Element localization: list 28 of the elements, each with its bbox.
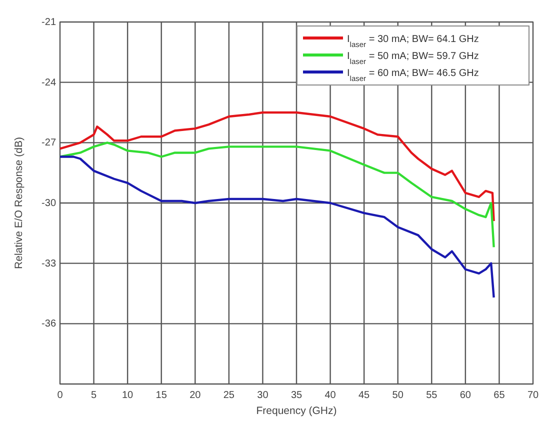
x-tick-label: 15 xyxy=(156,390,168,401)
x-tick-label: 5 xyxy=(91,390,98,401)
x-tick-label: 0 xyxy=(57,390,64,401)
y-tick-label: -27 xyxy=(42,138,56,149)
y-tick-label: -21 xyxy=(42,17,56,28)
x-tick-label: 55 xyxy=(426,390,438,401)
x-tick-label: 20 xyxy=(190,390,202,401)
line-series xyxy=(58,156,495,299)
y-tick-label: -30 xyxy=(42,198,56,209)
x-tick-label: 60 xyxy=(460,390,472,401)
x-tick-label: 40 xyxy=(324,390,336,401)
x-tick-label: 25 xyxy=(223,390,235,401)
x-axis-title: Frequency (GHz) xyxy=(256,405,337,417)
x-tick-label: 10 xyxy=(122,390,134,401)
legend-label: I$_{laser}$ = 60 mA; BW= 46.5 GHz xyxy=(347,68,479,82)
y-tick-label: -24 xyxy=(42,77,56,88)
x-tick-label: 35 xyxy=(290,390,302,401)
x-tick-label: 45 xyxy=(358,390,370,401)
line-series xyxy=(58,111,495,222)
x-tick-label: 65 xyxy=(494,390,506,401)
y-tick-label: -36 xyxy=(42,318,56,330)
legend-label: I$_{laser}$ = 30 mA; BW= 64.1 GHz xyxy=(347,34,479,48)
x-tick-label: 70 xyxy=(527,390,539,401)
x-tick-label: 30 xyxy=(257,390,269,401)
y-tick-label: -33 xyxy=(42,258,56,270)
x-tick-label: 50 xyxy=(392,390,404,401)
y-axis-title: Relative E/O Response (dB) xyxy=(13,137,25,269)
legend-label: I$_{laser}$ = 50 mA; BW= 59.7 GHz xyxy=(347,51,479,66)
